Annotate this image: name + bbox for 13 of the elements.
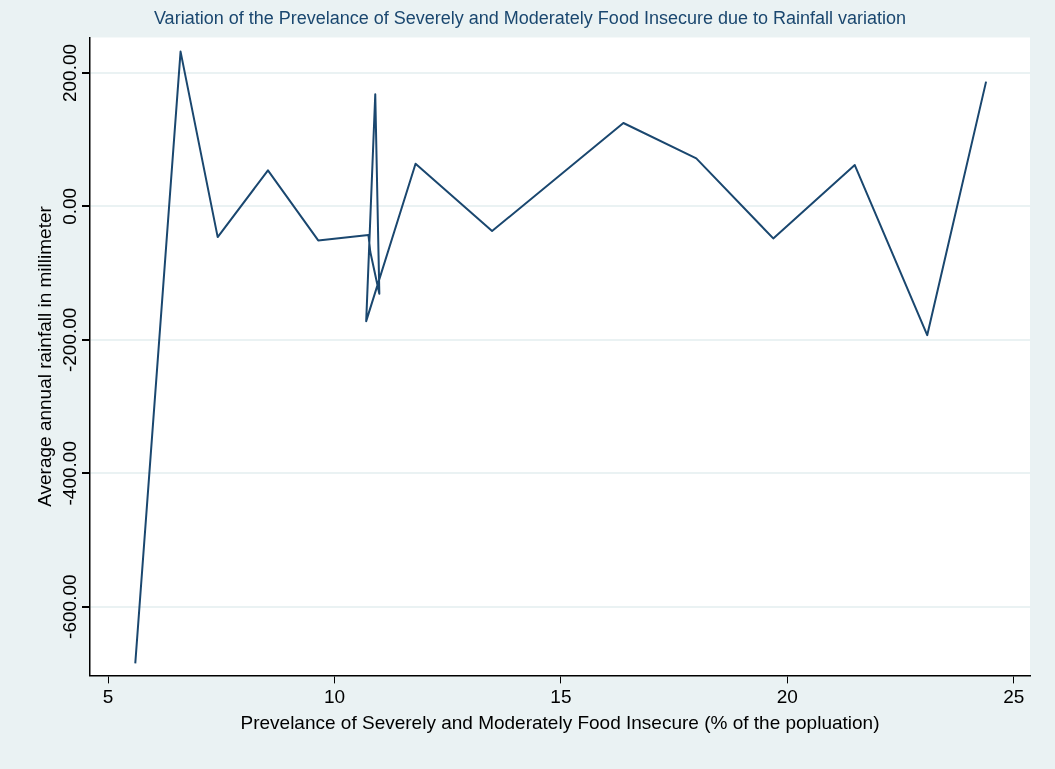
x-tick-label: 20 [776,686,798,708]
y-axis-title: Average annual rainfall in millimeter [33,205,55,507]
chart-title: Variation of the Prevelance of Severely and Moderately Food Insecure due to Rainfall variation [153,7,907,28]
y-tick-label: 0.00 [58,187,80,225]
x-axis-title: Prevelance of Severely and Moderately Food Insecure (% of the popluation) [240,711,880,733]
y-tick-label: 200.00 [58,43,80,103]
y-tick-label: -400.00 [58,441,80,506]
x-tick-label: 25 [1003,686,1025,708]
x-tick-label: 15 [550,686,572,708]
y-tick-label: -600.00 [58,574,80,639]
x-tick-label: 10 [323,686,346,708]
x-tick-label: 5 [102,686,114,708]
y-tick-label: -200.00 [58,307,80,373]
